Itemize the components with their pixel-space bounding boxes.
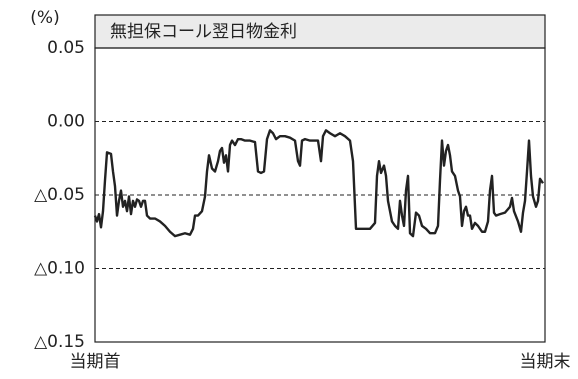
chart-title: 無担保コール翌日物金利 xyxy=(110,22,297,42)
y-tick-label: △0.10 xyxy=(34,259,85,279)
y-axis-unit: (%) xyxy=(30,8,59,28)
y-tick-label: △0.05 xyxy=(34,185,85,205)
title-box xyxy=(94,14,546,49)
rate-line xyxy=(93,129,544,238)
y-tick-label: △0.15 xyxy=(34,332,85,352)
x-tick-label: 当期首 xyxy=(70,352,121,372)
x-tick-label: 当期末 xyxy=(520,352,571,372)
y-tick-label: 0.05 xyxy=(47,38,85,58)
y-tick-label: 0.00 xyxy=(47,112,85,132)
